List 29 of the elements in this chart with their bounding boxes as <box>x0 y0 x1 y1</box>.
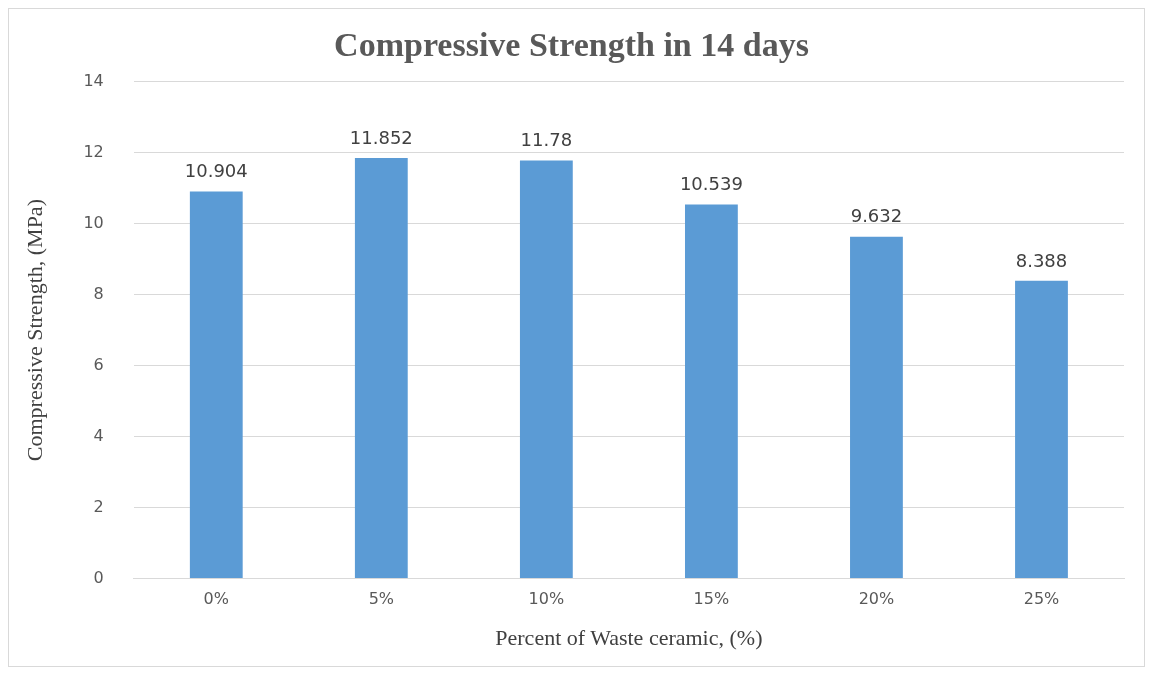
bar <box>1015 280 1068 578</box>
y-tick-label: 6 <box>93 354 104 374</box>
x-tick-label: 25% <box>1023 589 1060 609</box>
chart-title: Compressive Strength in 14 days <box>334 26 809 64</box>
bar <box>519 160 573 578</box>
bar <box>684 204 738 578</box>
y-tick-label: 0 <box>93 567 104 587</box>
data-label: 11.852 <box>349 126 413 148</box>
data-label: 9.632 <box>850 205 903 227</box>
data-label: 10.539 <box>679 173 743 195</box>
bar <box>850 236 903 578</box>
y-tick-label: 12 <box>83 141 104 161</box>
y-axis-title: Compressive Strength, (MPa) <box>21 199 47 462</box>
y-tick-label: 4 <box>93 425 104 445</box>
x-tick-label: 10% <box>528 589 565 609</box>
data-label: 11.78 <box>520 129 573 151</box>
data-label: 8.388 <box>1015 249 1068 271</box>
bar <box>189 191 243 578</box>
data-label: 10.904 <box>184 160 248 182</box>
y-tick-label: 14 <box>83 70 104 90</box>
x-tick-label: 0% <box>203 589 229 609</box>
x-tick-label: 5% <box>368 589 395 609</box>
bar <box>354 157 408 578</box>
x-axis-title: Percent of Waste ceramic, (%) <box>495 624 763 650</box>
x-tick-label: 15% <box>693 589 730 609</box>
x-tick-label: 20% <box>858 589 895 609</box>
y-tick-label: 2 <box>93 496 104 516</box>
y-tick-label: 8 <box>93 283 104 303</box>
y-tick-label: 10 <box>83 212 104 232</box>
